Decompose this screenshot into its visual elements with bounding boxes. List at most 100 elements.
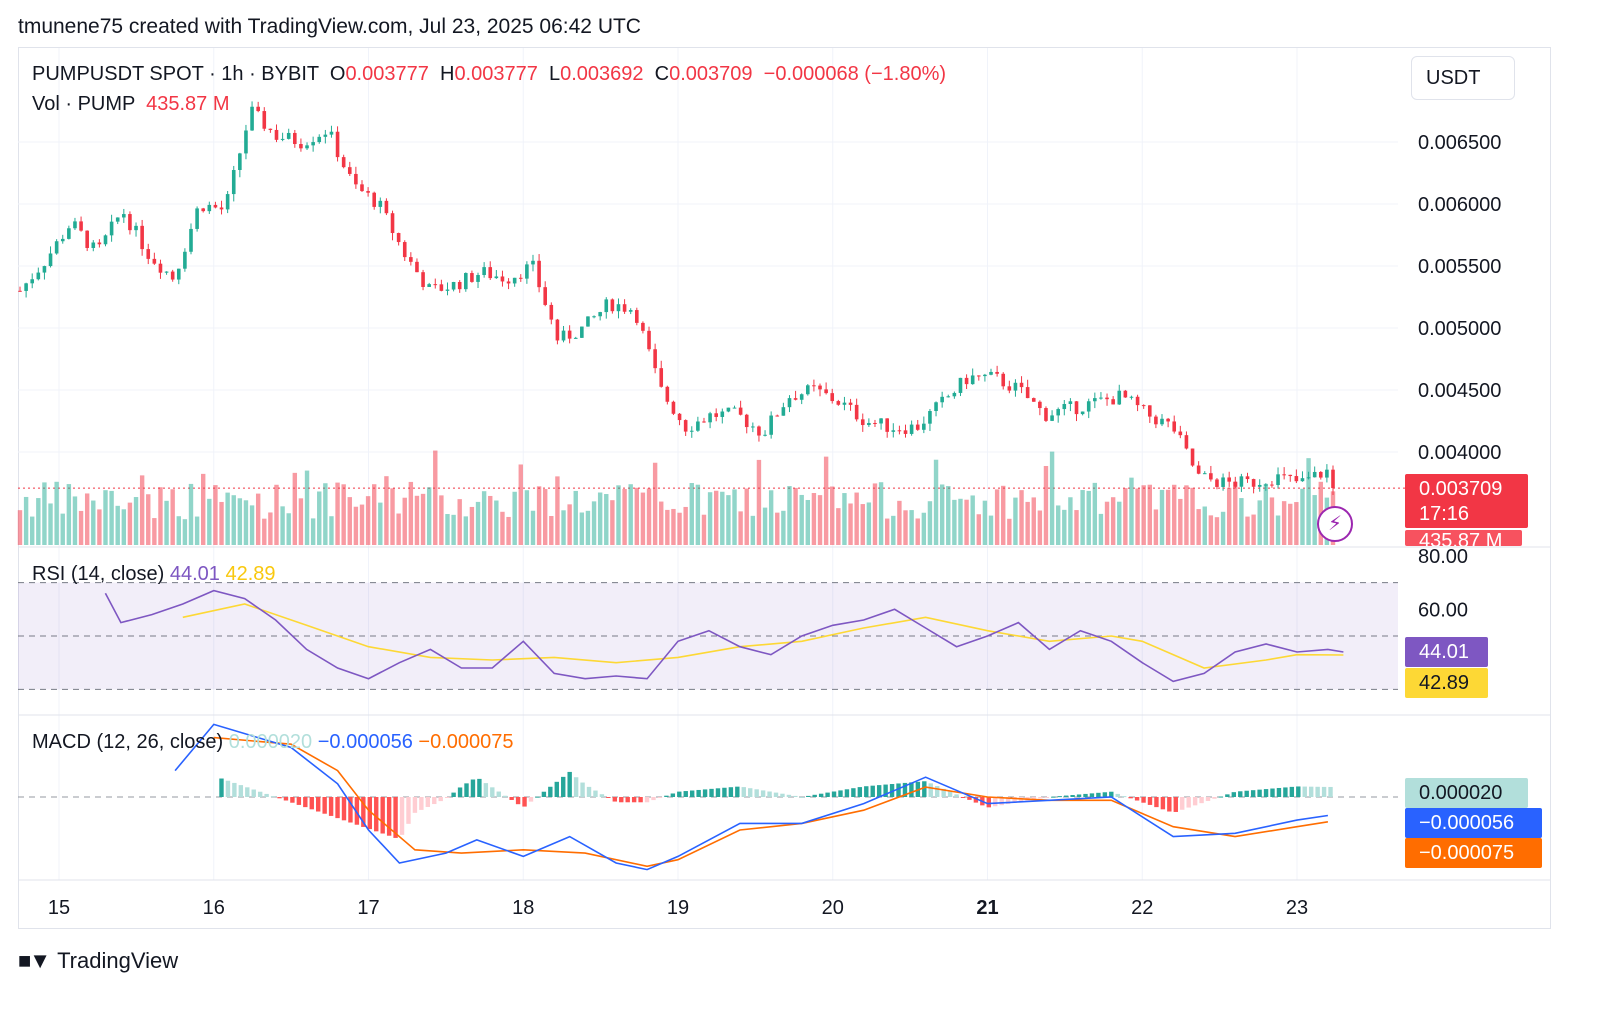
- rsi-legend: RSI (14, close) 44.01 42.89: [32, 563, 276, 586]
- volume-bar: [121, 509, 127, 545]
- candle: [54, 241, 59, 254]
- macd-histogram-bar: [1109, 791, 1114, 797]
- macd-histogram-bar: [303, 797, 308, 808]
- volume-bar: [91, 500, 96, 545]
- volume-bar: [927, 501, 933, 545]
- candle: [525, 264, 529, 279]
- volume-bar: [536, 486, 542, 545]
- volume-bar: [524, 490, 530, 545]
- macd-histogram-bar: [457, 787, 463, 797]
- macd-histogram-bar: [1308, 786, 1314, 797]
- candle: [958, 377, 963, 393]
- candle: [36, 272, 41, 280]
- tradingview-logo[interactable]: ■▼ TradingView: [18, 948, 178, 974]
- macd-histogram-bar: [1070, 795, 1075, 797]
- candle: [860, 419, 865, 426]
- candle: [238, 153, 242, 171]
- volume-bar: [561, 510, 566, 545]
- volume-bar: [946, 486, 951, 545]
- candle: [934, 402, 938, 412]
- candle: [1056, 409, 1060, 416]
- macd-histogram-bar: [722, 787, 727, 797]
- candle: [335, 131, 340, 158]
- volume-bar: [1104, 501, 1110, 545]
- candle: [903, 430, 908, 434]
- candle: [464, 273, 468, 290]
- volume-bar: [194, 516, 200, 545]
- volume-bar: [732, 489, 737, 545]
- volume-bar: [463, 516, 469, 545]
- candle: [1270, 484, 1274, 486]
- candle: [512, 277, 517, 284]
- macd-histogram-bar: [586, 786, 592, 797]
- volume-bar: [347, 497, 352, 545]
- macd-histogram-bar: [335, 797, 340, 819]
- symbol-title[interactable]: PUMPUSDT SPOT · 1h · BYBIT: [32, 63, 319, 85]
- volume-bar: [298, 498, 304, 545]
- high-label: H: [439, 63, 455, 85]
- rsi-tick-label: 80.00: [1418, 546, 1468, 568]
- volume-bar: [1172, 484, 1177, 545]
- volume-bar: [1202, 506, 1207, 545]
- volume-bar: [481, 491, 487, 545]
- macd-histogram-bar: [973, 797, 979, 803]
- macd-histogram-bar: [1141, 797, 1146, 803]
- candle: [726, 407, 731, 412]
- macd-histogram-bar: [1315, 786, 1320, 797]
- volume-bar: [1208, 515, 1214, 545]
- macd-histogram-bar: [644, 797, 650, 803]
- candle: [622, 304, 627, 312]
- volume-bar: [756, 459, 762, 545]
- volume-bar: [23, 496, 29, 545]
- candle: [1190, 448, 1195, 466]
- volume-bar: [1135, 488, 1140, 545]
- macd-histogram-bar: [477, 778, 482, 797]
- volume-bar: [335, 482, 340, 545]
- macd-histogram-bar: [986, 797, 991, 808]
- volume-label[interactable]: Vol · PUMP: [32, 93, 135, 115]
- volume-bar: [646, 488, 652, 545]
- volume-bar: [60, 513, 65, 545]
- volume-bar: [54, 481, 59, 545]
- macd-value: −0.000056: [317, 731, 413, 753]
- macd-histogram-bar: [1186, 797, 1191, 808]
- macd-histogram-bar: [444, 797, 450, 798]
- macd-histogram-bar: [1238, 791, 1243, 797]
- lightning-icon[interactable]: ⚡: [1317, 506, 1353, 542]
- volume-bar: [66, 484, 72, 545]
- volume-bar: [310, 518, 316, 545]
- macd-histogram-bar: [812, 794, 817, 797]
- macd-histogram-bar: [760, 790, 766, 797]
- candle: [970, 375, 975, 385]
- macd-histogram-bar: [702, 789, 708, 797]
- currency-button[interactable]: USDT: [1411, 56, 1515, 100]
- macd-histogram-bar: [593, 790, 598, 797]
- chart-attribution: tmunene75 created with TradingView.com, …: [18, 15, 641, 38]
- volume-bar: [152, 518, 157, 545]
- macd-histogram-bar: [851, 788, 856, 797]
- rsi-label[interactable]: RSI (14, close): [32, 563, 165, 585]
- candle: [964, 377, 969, 385]
- macd-histogram-bar: [857, 787, 863, 797]
- macd-histogram-bar: [928, 783, 933, 797]
- volume-bar: [884, 518, 890, 545]
- low-value: 0.003692: [560, 63, 644, 85]
- volume-bar: [176, 516, 181, 545]
- volume-bar: [1269, 497, 1275, 545]
- candle: [1221, 477, 1225, 487]
- volume-bar: [1013, 497, 1018, 545]
- volume-bar: [793, 487, 798, 545]
- macd-histogram-bar: [380, 797, 385, 834]
- macd-histogram-bar: [1263, 789, 1269, 797]
- volume-bar: [750, 515, 756, 545]
- macd-label[interactable]: MACD (12, 26, close): [32, 731, 224, 753]
- candle: [836, 401, 841, 405]
- candle: [421, 272, 425, 287]
- volume-bar: [414, 495, 420, 545]
- macd-histogram-bar: [419, 797, 424, 810]
- candle: [189, 228, 193, 252]
- macd-histogram-bar: [245, 787, 250, 797]
- volume-bar: [213, 485, 218, 545]
- volume-bar: [933, 459, 939, 545]
